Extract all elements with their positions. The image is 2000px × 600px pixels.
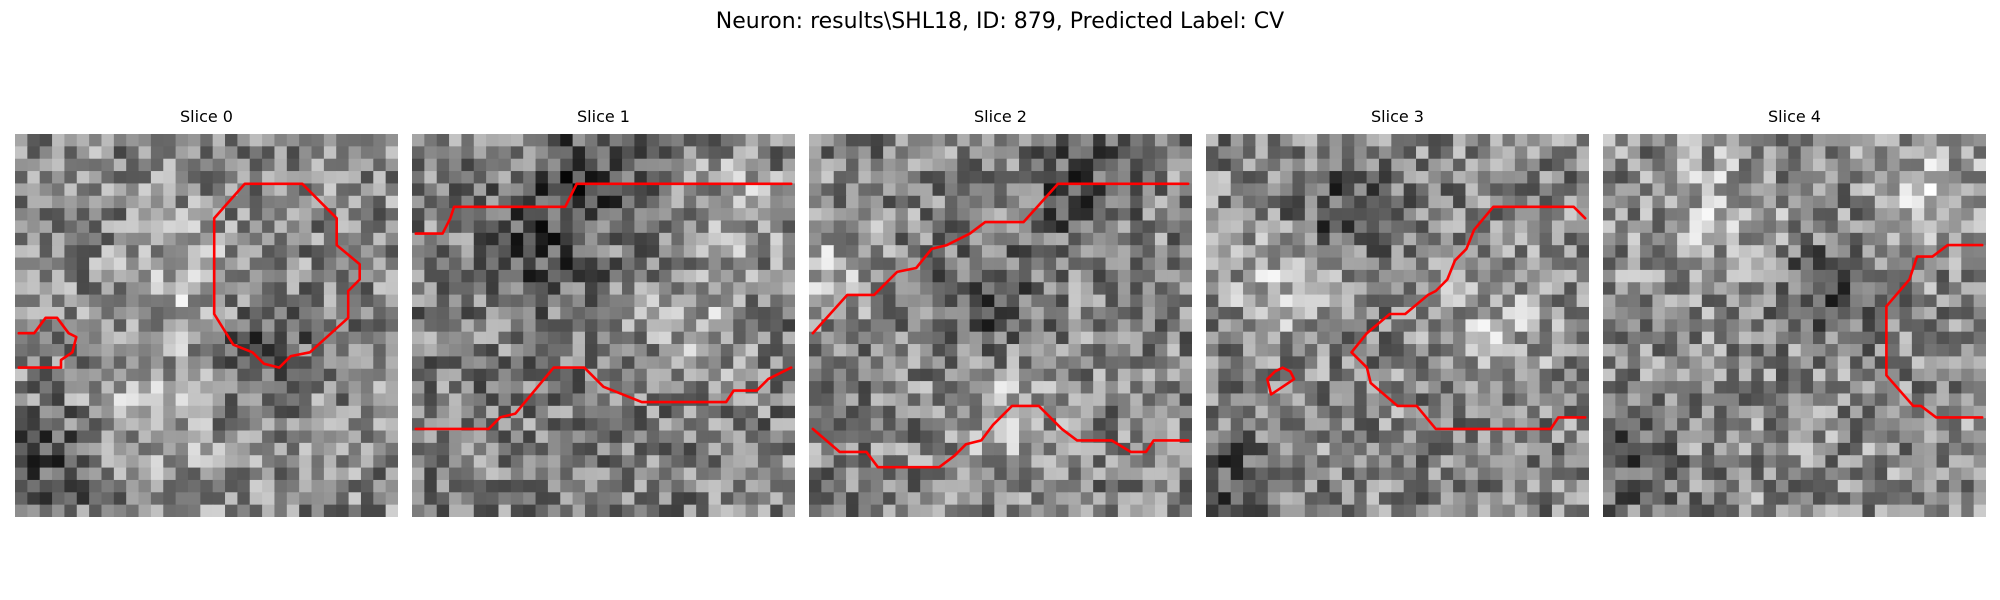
slice-image-0 xyxy=(15,134,398,517)
contour-line xyxy=(17,316,78,369)
pixel-grid xyxy=(412,134,795,517)
pixel-grid xyxy=(15,134,398,517)
slice-image-1 xyxy=(412,134,795,517)
figure-title: Neuron: results\SHL18, ID: 879, Predicte… xyxy=(715,9,1285,34)
slice-title: Slice 4 xyxy=(1768,107,1821,126)
slice-panel-1: Slice 1 xyxy=(412,107,795,517)
pixel-grid xyxy=(1206,134,1589,517)
contour-line xyxy=(1350,205,1587,431)
contour-line xyxy=(1265,366,1296,396)
slice-image-4 xyxy=(1603,134,1986,517)
slice-panel-2: Slice 2 xyxy=(809,107,1192,517)
contour-line xyxy=(1885,243,1984,419)
slice-panel-4: Slice 4 xyxy=(1603,107,1986,517)
slice-title: Slice 0 xyxy=(180,107,233,126)
contour-line xyxy=(212,182,362,369)
pixel-grid xyxy=(809,134,1192,517)
slice-title: Slice 3 xyxy=(1371,107,1424,126)
slice-panel-3: Slice 3 xyxy=(1206,107,1589,517)
slice-title: Slice 1 xyxy=(577,107,630,126)
pixel-grid xyxy=(1603,134,1986,517)
slice-panel-0: Slice 0 xyxy=(15,107,398,517)
contour-line xyxy=(811,404,1190,469)
slice-title: Slice 2 xyxy=(974,107,1027,126)
contour-line xyxy=(414,366,793,431)
slice-image-2 xyxy=(809,134,1192,517)
contour-line xyxy=(414,182,793,235)
slice-image-3 xyxy=(1206,134,1589,517)
contour-line xyxy=(811,182,1190,335)
